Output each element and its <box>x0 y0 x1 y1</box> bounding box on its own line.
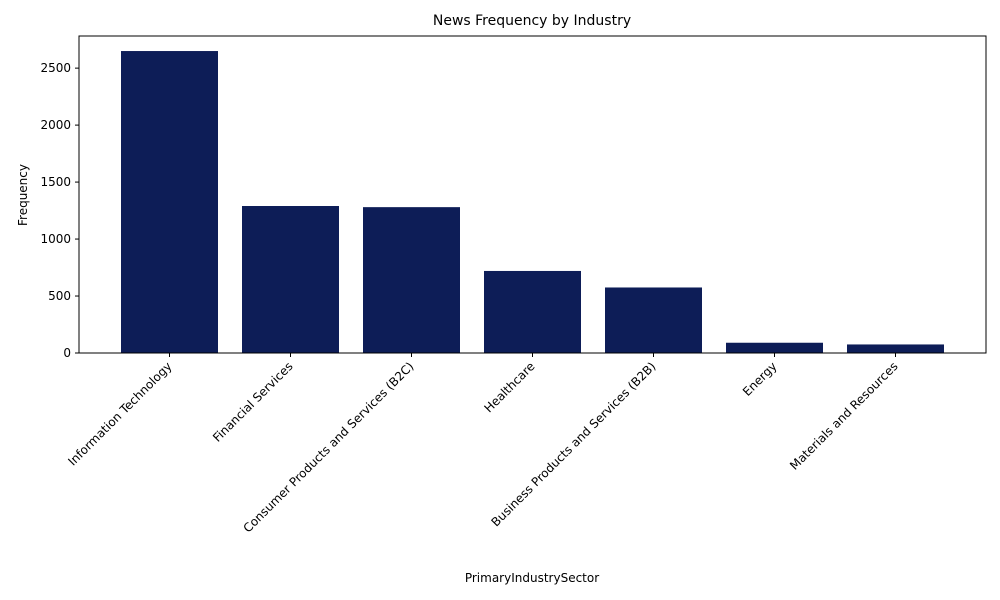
y-tick-label: 2000 <box>40 118 71 132</box>
bar <box>605 287 702 353</box>
y-tick-label: 1000 <box>40 232 71 246</box>
y-axis-label: Frequency <box>16 164 30 226</box>
bar <box>484 270 581 353</box>
x-tick-label: Materials and Resources <box>787 359 900 472</box>
bar <box>363 207 460 353</box>
bar <box>121 51 218 353</box>
y-axis: 0 500 1000 1500 2000 2500 <box>40 61 79 360</box>
y-tick-label: 2500 <box>40 61 71 75</box>
chart-title: News Frequency by Industry <box>433 13 631 29</box>
bar <box>847 344 944 353</box>
x-axis: Information Technology Financial Services… <box>65 353 901 535</box>
bar <box>242 206 339 353</box>
y-tick-label: 0 <box>63 346 71 360</box>
x-tick-label: Information Technology <box>65 359 174 468</box>
y-tick-label: 500 <box>48 289 71 303</box>
x-tick-label: Financial Services <box>210 359 296 445</box>
y-tick-label: 1500 <box>40 175 71 189</box>
x-tick-label: Energy <box>740 359 780 399</box>
x-axis-label: PrimaryIndustrySector <box>465 571 599 585</box>
x-tick-label: Healthcare <box>481 359 537 415</box>
bar <box>726 342 823 353</box>
bars-group <box>121 51 944 353</box>
